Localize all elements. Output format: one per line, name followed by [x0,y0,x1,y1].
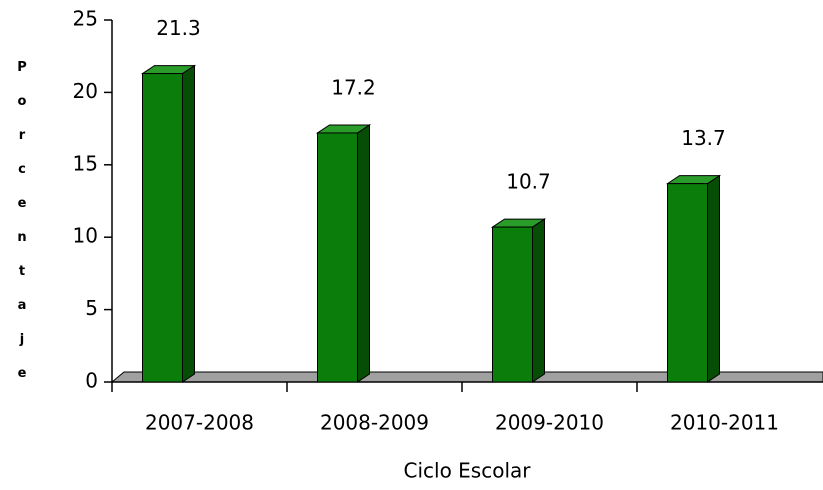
bar [665,174,722,383]
y-tick-label: 5 [85,296,98,320]
bar-front [142,73,183,383]
y-tick-label: 0 [85,369,98,393]
x-axis-label: Ciclo Escolar [404,459,532,483]
y-tick-label: 20 [73,79,98,103]
y-tick-label: 25 [73,7,98,31]
x-tick-label: 2007-2008 [145,411,254,435]
x-tick-label: 2008-2009 [320,411,429,435]
value-label: 21.3 [156,16,201,40]
bar-side [357,124,370,383]
bar-front [317,132,358,383]
bar [140,64,197,383]
bar-front [667,183,708,383]
value-label: 17.2 [331,75,376,99]
bar-side [707,174,720,383]
y-tick-label: 10 [73,224,98,248]
x-tick-label: 2010-2011 [670,411,779,435]
x-tick-label: 2009-2010 [495,411,604,435]
bar-side [532,218,545,383]
bar [490,218,547,383]
bar-front [492,226,533,383]
value-label: 10.7 [506,170,551,194]
y-axis-label: Porcentaje [15,60,30,400]
bar [315,124,372,383]
y-tick-label: 15 [73,151,98,175]
value-label: 13.7 [681,126,726,150]
bar-side [182,64,195,383]
